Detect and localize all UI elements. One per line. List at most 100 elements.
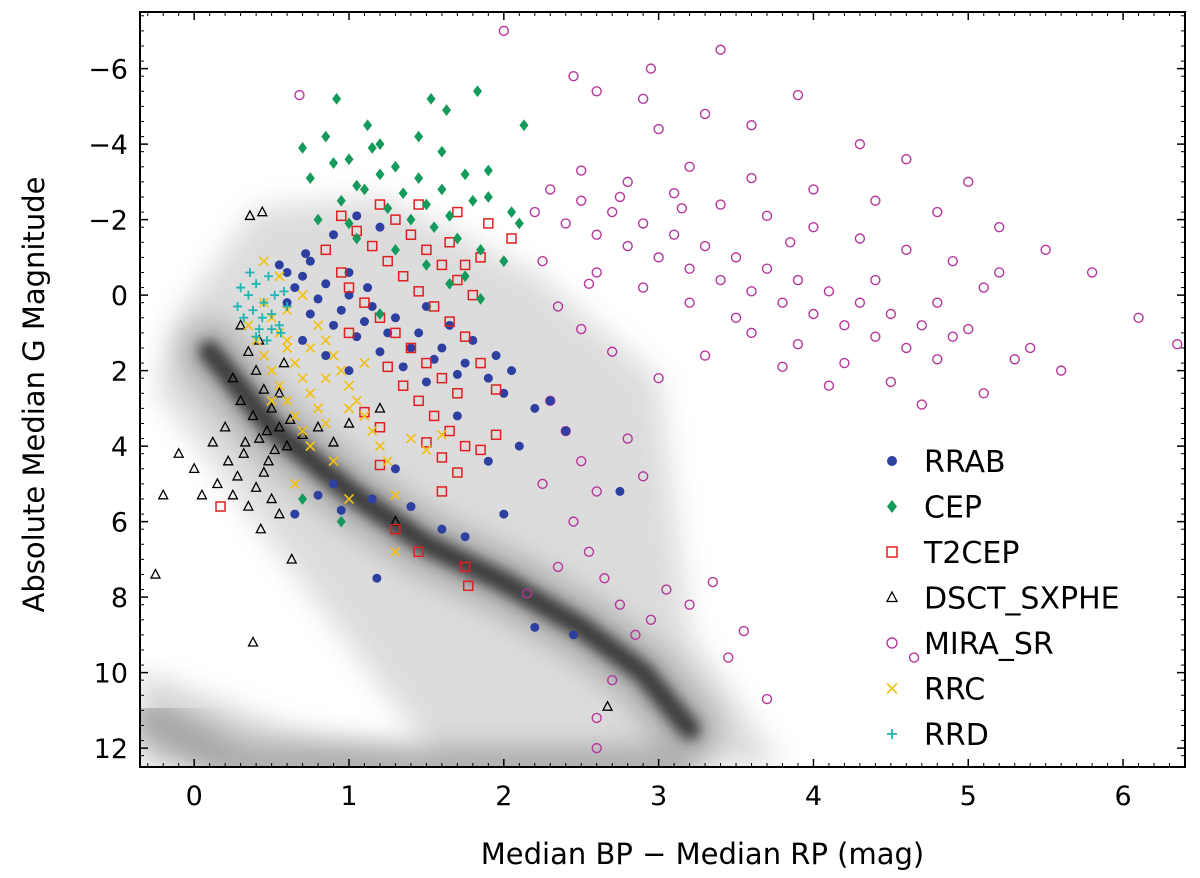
data-point	[994, 221, 1005, 233]
data-point	[196, 488, 208, 500]
data-point	[506, 233, 517, 244]
data-point	[637, 471, 649, 482]
data-point	[406, 343, 416, 353]
data-point	[568, 630, 578, 640]
data-point	[653, 252, 664, 263]
legend-marker	[887, 729, 897, 739]
data-point	[301, 249, 311, 259]
data-point	[258, 256, 269, 267]
x-tick-label: 5	[960, 781, 977, 812]
data-point	[854, 297, 866, 308]
x-tick-label: 4	[805, 781, 822, 812]
data-point	[336, 267, 347, 278]
data-point	[421, 444, 432, 455]
data-point	[242, 345, 254, 356]
data-point	[885, 376, 897, 388]
data-point	[870, 195, 881, 206]
data-point	[591, 86, 602, 97]
data-point	[273, 420, 285, 432]
data-point	[398, 362, 408, 372]
data-point	[761, 693, 773, 705]
data-point	[390, 313, 400, 323]
data-point	[436, 452, 448, 463]
legend-label: MIRA_SR	[924, 627, 1054, 662]
data-point	[421, 357, 432, 369]
series-rrab	[274, 211, 625, 640]
data-point	[908, 652, 920, 663]
data-point	[374, 402, 386, 413]
data-point	[746, 120, 757, 131]
data-point	[1172, 339, 1183, 350]
data-point	[352, 211, 362, 221]
data-point	[452, 369, 462, 379]
data-point	[436, 259, 448, 271]
data-point	[278, 356, 290, 368]
data-point	[367, 301, 377, 311]
x-tick-label: 1	[340, 781, 357, 812]
data-point	[932, 206, 943, 218]
data-point	[267, 324, 277, 334]
data-point	[560, 218, 571, 229]
data-point	[375, 347, 385, 357]
data-point	[576, 456, 587, 467]
data-point	[459, 561, 471, 573]
data-point	[259, 298, 269, 308]
data-point	[359, 358, 370, 369]
y-tick-label: 8	[111, 583, 128, 614]
data-point	[282, 335, 293, 346]
data-point	[367, 142, 377, 154]
data-point	[978, 282, 989, 293]
data-point	[286, 553, 298, 564]
data-point	[483, 373, 493, 383]
data-point	[359, 297, 370, 308]
data-point	[245, 267, 255, 277]
data-point	[266, 402, 278, 413]
data-point	[568, 516, 579, 527]
data-point	[413, 199, 424, 210]
y-tick-label: −2	[88, 206, 128, 237]
data-point	[476, 243, 486, 256]
data-point	[305, 309, 315, 319]
data-point	[397, 380, 409, 391]
data-point	[374, 199, 386, 210]
legend-item-rrd: RRD	[887, 718, 989, 753]
data-point	[467, 289, 479, 301]
data-point	[1040, 244, 1051, 256]
data-point	[645, 614, 657, 625]
data-point	[282, 395, 293, 406]
data-point	[761, 263, 773, 274]
data-point	[715, 199, 726, 210]
data-point	[157, 488, 169, 500]
data-point	[320, 244, 332, 256]
data-point	[305, 342, 316, 354]
data-point	[472, 85, 482, 98]
series-dsct-sxphe	[149, 205, 614, 711]
data-point	[808, 308, 819, 320]
data-point	[351, 395, 362, 406]
data-point	[661, 584, 672, 595]
data-point	[514, 441, 524, 451]
y-axis: −6 −4 −2 0 2 4 6 8 10 12	[88, 15, 1185, 765]
data-point	[823, 380, 835, 391]
data-point	[390, 523, 401, 535]
data-point	[242, 500, 254, 511]
data-point	[305, 172, 315, 184]
data-point	[514, 217, 524, 230]
data-point	[343, 493, 355, 505]
data-point	[421, 198, 431, 211]
data-point	[437, 524, 447, 534]
data-point	[248, 305, 258, 315]
data-point	[266, 492, 278, 504]
data-point	[839, 320, 850, 331]
data-point	[282, 301, 292, 311]
data-point	[591, 267, 602, 278]
data-point	[359, 410, 370, 421]
plot-frame	[139, 11, 1186, 768]
data-point	[313, 490, 323, 500]
data-point	[274, 260, 284, 270]
data-point	[313, 294, 323, 304]
data-point	[243, 290, 253, 300]
data-point	[483, 164, 493, 177]
data-point	[382, 456, 393, 467]
data-point	[437, 343, 447, 353]
